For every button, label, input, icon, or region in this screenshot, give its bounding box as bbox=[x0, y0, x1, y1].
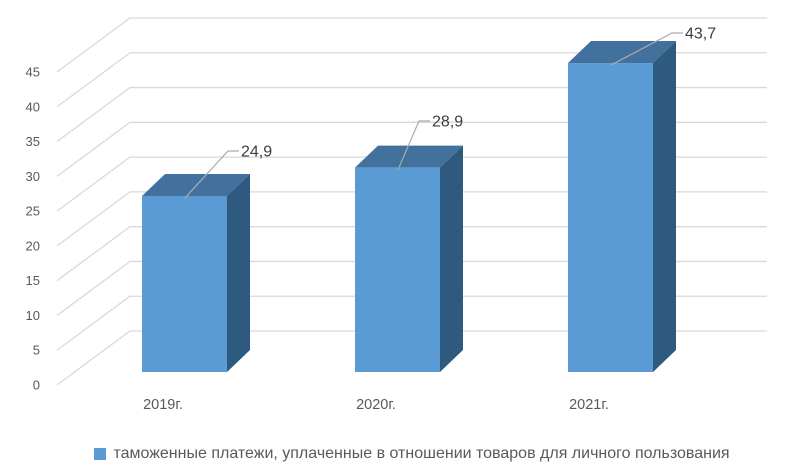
y-axis-label-45: 45 bbox=[26, 65, 40, 80]
bar-front-face bbox=[355, 167, 440, 372]
bar-front-face bbox=[142, 195, 227, 372]
bar-front-face bbox=[568, 63, 653, 372]
category-label-2020г.: 2020г. bbox=[356, 397, 396, 413]
data-label-leader bbox=[397, 120, 430, 170]
gridline-45 bbox=[56, 17, 767, 73]
gridlines bbox=[56, 17, 767, 386]
bar-side-face bbox=[440, 145, 463, 372]
gridline-35 bbox=[56, 86, 767, 143]
bar-top-face bbox=[355, 145, 463, 168]
category-label-2021г.: 2021г. bbox=[569, 397, 609, 413]
y-axis-label-10: 10 bbox=[26, 308, 40, 323]
data-label-leader bbox=[184, 150, 239, 199]
gridline-15 bbox=[56, 226, 767, 282]
gridline-0 bbox=[56, 330, 767, 386]
gridline-20 bbox=[56, 191, 767, 247]
y-axis-label-0: 0 bbox=[33, 378, 40, 393]
y-axis-label-5: 5 bbox=[33, 343, 40, 358]
bar-side-face bbox=[653, 41, 676, 372]
category-label-2019г.: 2019г. bbox=[143, 397, 183, 413]
data-label-2020г.: 28,9 bbox=[432, 114, 463, 131]
gridline-5 bbox=[56, 295, 767, 351]
y-axis-label-35: 35 bbox=[26, 134, 40, 149]
bar-2021г. bbox=[568, 41, 676, 372]
bar-2019г. bbox=[142, 173, 250, 372]
bar-top-face bbox=[568, 41, 676, 64]
bar-2020г. bbox=[355, 145, 463, 372]
y-axis: 0 5 10 15 20 25 30 35 40 45 bbox=[26, 65, 40, 393]
bar-top-face bbox=[142, 173, 250, 196]
y-axis-label-40: 40 bbox=[26, 99, 40, 114]
legend-swatch bbox=[94, 448, 107, 460]
y-axis-label-30: 30 bbox=[26, 169, 40, 184]
gridline-25 bbox=[56, 156, 767, 212]
data-label-2019г.: 24,9 bbox=[241, 144, 272, 161]
gridline-10 bbox=[56, 260, 767, 316]
y-axis-label-25: 25 bbox=[26, 204, 40, 219]
legend: таможенные платежи, уплаченные в отношен… bbox=[57, 443, 767, 465]
legend-label: таможенные платежи, уплаченные в отношен… bbox=[113, 445, 730, 462]
data-label-2021г.: 43,7 bbox=[685, 26, 716, 43]
y-axis-label-20: 20 bbox=[26, 238, 40, 253]
data-label-leader bbox=[610, 32, 683, 66]
y-axis-label-15: 15 bbox=[26, 273, 40, 288]
gridline-30 bbox=[56, 121, 767, 177]
bar-side-face bbox=[227, 173, 250, 372]
gridline-40 bbox=[56, 52, 767, 108]
